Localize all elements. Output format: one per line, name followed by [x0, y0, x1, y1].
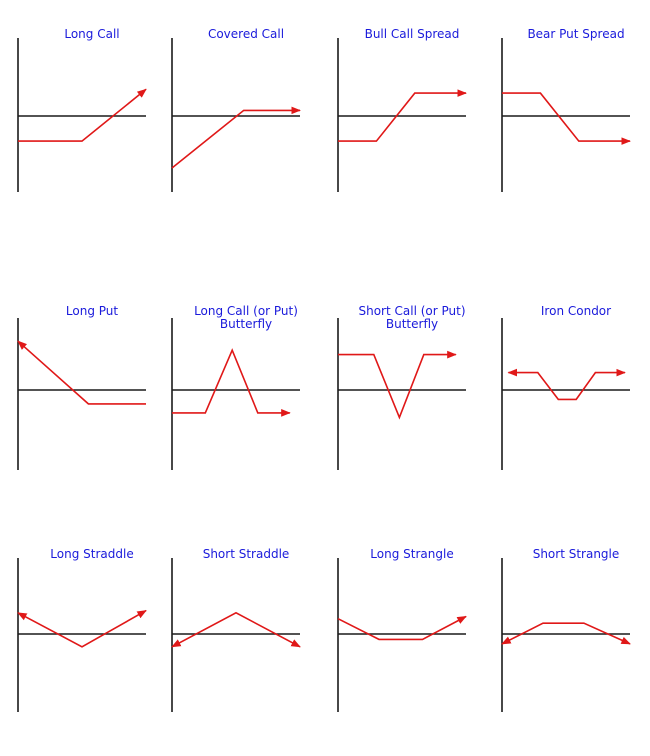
panel-short-straddle: Short Straddle: [166, 0, 326, 756]
covered-call-chart: [171, 38, 301, 192]
long-put-payoff-line: [17, 340, 146, 405]
panel-covered-call: Covered Call: [166, 0, 326, 756]
panel-iron-condor: Iron Condor: [496, 0, 650, 756]
panel-long-strangle: Long Strangle: [332, 0, 492, 756]
long-straddle-title: Long Straddle: [50, 547, 134, 561]
panel-short-butterfly: Short Call (or Put) Butterfly: [332, 0, 492, 756]
panel-short-strangle: Short Strangle: [496, 0, 650, 756]
bear-put-spread-payoff-line: [502, 92, 631, 145]
short-straddle-title: Short Straddle: [202, 547, 290, 561]
long-strangle-payoff-line: [337, 615, 467, 641]
short-strangle-chart: [501, 558, 631, 712]
bear-put-spread-chart: [501, 38, 631, 192]
long-butterfly-chart: [171, 318, 300, 470]
bull-call-spread-title: Bull Call Spread: [364, 27, 460, 41]
bull-call-spread-payoff-line: [338, 89, 467, 142]
long-put-title: Long Put: [65, 304, 119, 318]
long-strangle-title: Long Strangle: [370, 547, 454, 561]
short-strangle-title: Short Strangle: [532, 547, 620, 561]
panel-long-straddle: Long Straddle: [12, 0, 172, 756]
iron-condor-payoff-line: [507, 368, 626, 401]
covered-call-payoff-line: [171, 106, 301, 169]
short-straddle-payoff-line: [171, 611, 301, 648]
panel-long-butterfly: Long Call (or Put) Butterfly: [166, 0, 326, 756]
panel-long-call: Long Call: [12, 0, 172, 756]
long-straddle-chart: [17, 558, 147, 712]
short-strangle-payoff-line: [501, 622, 631, 645]
short-butterfly-chart: [337, 318, 466, 470]
iron-condor-chart: [501, 318, 630, 470]
long-put-chart: [17, 318, 146, 470]
long-call-chart: [17, 38, 147, 192]
short-straddle-chart: [171, 558, 301, 712]
long-call-payoff-line: [18, 88, 147, 142]
panel-bull-call-spread: Bull Call Spread: [332, 0, 492, 756]
long-call-title: Long Call: [64, 27, 120, 41]
long-butterfly-title: Long Call (or Put) Butterfly: [194, 304, 298, 331]
long-butterfly-payoff-line: [172, 348, 291, 417]
short-butterfly-payoff-line: [338, 350, 457, 420]
bull-call-spread-chart: [337, 38, 467, 192]
long-straddle-payoff-line: [17, 609, 147, 648]
short-butterfly-title: Short Call (or Put) Butterfly: [358, 304, 466, 331]
bear-put-spread-title: Bear Put Spread: [527, 27, 625, 41]
covered-call-title: Covered Call: [207, 27, 285, 41]
iron-condor-title: Iron Condor: [540, 304, 612, 318]
panel-bear-put-spread: Bear Put Spread: [496, 0, 650, 756]
panel-long-put: Long Put: [12, 0, 172, 756]
long-strangle-chart: [337, 558, 467, 712]
